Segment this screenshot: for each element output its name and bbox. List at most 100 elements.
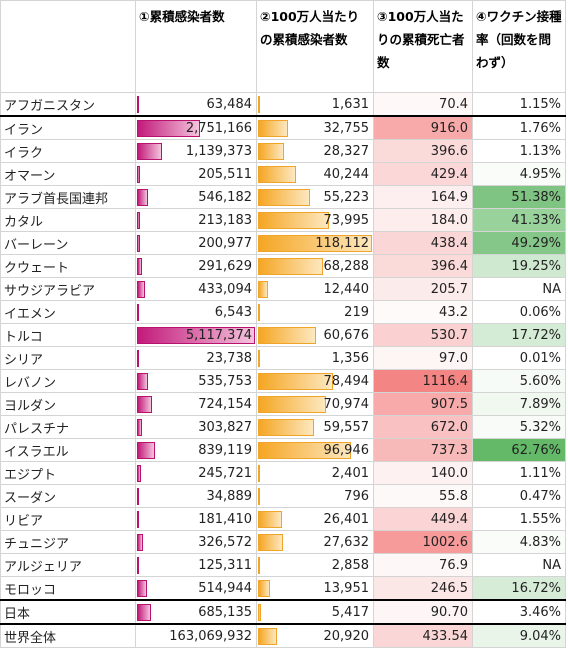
cumulative-cases-value-cell: 685,135 <box>135 599 257 625</box>
country-name: サウジアラビア <box>0 277 136 301</box>
vaccination-rate-value: 19.25% <box>472 254 566 278</box>
cases-per-million-value: 5,417 <box>331 604 369 620</box>
per-million-data-bar <box>258 511 282 528</box>
cumulative-cases-value: 2,751,166 <box>185 120 252 136</box>
vaccination-rate-value: 1.76% <box>472 115 566 140</box>
per-million-data-bar <box>258 534 284 551</box>
deaths-per-million-value: 396.4 <box>373 254 473 278</box>
cases-data-bar <box>137 304 139 321</box>
per-million-data-bar <box>258 96 260 113</box>
table-row: カタル 213,183 73,995 184.0 41.33% <box>0 208 566 232</box>
country-name: シリア <box>0 346 136 370</box>
deaths-per-million-value: 396.6 <box>373 139 473 163</box>
cumulative-cases-value: 125,311 <box>198 557 252 573</box>
cumulative-cases-value: 839,119 <box>198 442 252 458</box>
cases-per-million-value: 78,494 <box>323 373 370 389</box>
cases-per-million-value-cell: 78,494 <box>256 369 374 393</box>
cumulative-cases-value-cell: 1,139,373 <box>135 139 257 163</box>
per-million-data-bar <box>258 327 316 344</box>
cases-per-million-value: 59,557 <box>323 419 370 435</box>
cases-per-million-value-cell: 60,676 <box>256 323 374 347</box>
table-row: チュニジア 326,572 27,632 1002.6 4.83% <box>0 530 566 554</box>
deaths-per-million-value: 449.4 <box>373 507 473 531</box>
table-row: アラブ首長国連邦 546,182 55,223 164.9 51.38% <box>0 185 566 209</box>
per-million-data-bar <box>258 143 284 160</box>
cumulative-cases-value-cell: 200,977 <box>135 231 257 255</box>
cumulative-cases-value: 724,154 <box>198 396 252 412</box>
per-million-data-bar <box>258 189 311 206</box>
cumulative-cases-value: 433,094 <box>198 281 252 297</box>
cases-per-million-value: 73,995 <box>323 212 370 228</box>
header-cumulative-cases: ①累積感染者数 <box>135 0 257 93</box>
vaccination-rate-value: 49.29% <box>472 231 566 255</box>
per-million-data-bar <box>258 396 326 413</box>
table-row: エジプト 245,721 2,401 140.0 1.11% <box>0 461 566 485</box>
country-name: リビア <box>0 507 136 531</box>
cases-per-million-value-cell: 32,755 <box>256 115 374 140</box>
table-row: モロッコ 514,944 13,951 246.5 16.72% <box>0 576 566 601</box>
cumulative-cases-value-cell: 724,154 <box>135 392 257 416</box>
cases-per-million-value: 20,920 <box>323 628 370 644</box>
deaths-per-million-value: 43.2 <box>373 300 473 324</box>
deaths-per-million-value: 1002.6 <box>373 530 473 554</box>
cases-per-million-value: 28,327 <box>323 143 370 159</box>
cumulative-cases-value-cell: 5,117,374 <box>135 323 257 347</box>
cumulative-cases-value: 326,572 <box>198 534 252 550</box>
cases-per-million-value: 68,288 <box>323 258 370 274</box>
country-name: アフガニスタン <box>0 92 136 117</box>
country-name: イラク <box>0 139 136 163</box>
table-row: バーレーン 200,977 118,112 438.4 49.29% <box>0 231 566 255</box>
cases-data-bar <box>137 511 140 528</box>
vaccination-rate-value: 17.72% <box>472 323 566 347</box>
cases-per-million-value-cell: 2,401 <box>256 461 374 485</box>
table-row: クウェート 291,629 68,288 396.4 19.25% <box>0 254 566 278</box>
vaccination-rate-value: NA <box>472 553 566 577</box>
deaths-per-million-value: 246.5 <box>373 576 473 601</box>
table-row: イスラエル 839,119 96,946 737.3 62.76% <box>0 438 566 462</box>
table-row: イラク 1,139,373 28,327 396.6 1.13% <box>0 139 566 163</box>
cases-per-million-value-cell: 26,401 <box>256 507 374 531</box>
cumulative-cases-value-cell: 125,311 <box>135 553 257 577</box>
country-name: チュニジア <box>0 530 136 554</box>
vaccination-rate-value: 0.06% <box>472 300 566 324</box>
cases-per-million-value: 1,631 <box>331 96 369 112</box>
cases-per-million-value-cell: 219 <box>256 300 374 324</box>
deaths-per-million-value: 907.5 <box>373 392 473 416</box>
cumulative-cases-value: 1,139,373 <box>185 143 252 159</box>
cumulative-cases-value-cell: 63,484 <box>135 92 257 117</box>
per-million-data-bar <box>258 465 260 482</box>
cases-per-million-value: 55,223 <box>323 189 370 205</box>
cumulative-cases-value-cell: 213,183 <box>135 208 257 232</box>
table-row: リビア 181,410 26,401 449.4 1.55% <box>0 507 566 531</box>
cumulative-cases-value-cell: 34,889 <box>135 484 257 508</box>
table-row: 日本 685,135 5,417 90.70 3.46% <box>0 599 566 625</box>
cases-data-bar <box>137 258 142 275</box>
country-name: 日本 <box>0 599 136 625</box>
deaths-per-million-value: 205.7 <box>373 277 473 301</box>
cumulative-cases-value: 303,827 <box>198 419 252 435</box>
table-row: トルコ 5,117,374 60,676 530.7 17.72% <box>0 323 566 347</box>
cumulative-cases-value-cell: 514,944 <box>135 576 257 601</box>
cumulative-cases-value: 63,484 <box>206 96 253 112</box>
table-row: パレスチナ 303,827 59,557 672.0 5.32% <box>0 415 566 439</box>
cases-per-million-value-cell: 796 <box>256 484 374 508</box>
deaths-per-million-value: 737.3 <box>373 438 473 462</box>
cases-per-million-value: 32,755 <box>323 120 370 136</box>
cumulative-cases-value-cell: 2,751,166 <box>135 115 257 140</box>
cases-per-million-value-cell: 13,951 <box>256 576 374 601</box>
cases-per-million-value: 27,632 <box>323 534 370 550</box>
cases-data-bar <box>137 442 155 459</box>
cases-per-million-value-cell: 70,974 <box>256 392 374 416</box>
cumulative-cases-value-cell: 23,738 <box>135 346 257 370</box>
country-name: モロッコ <box>0 576 136 601</box>
deaths-per-million-value: 70.4 <box>373 92 473 117</box>
cases-per-million-value-cell: 5,417 <box>256 599 374 625</box>
deaths-per-million-value: 164.9 <box>373 185 473 209</box>
country-name: パレスチナ <box>0 415 136 439</box>
cumulative-cases-value-cell: 839,119 <box>135 438 257 462</box>
header-vaccination-rate: ④ワクチン接種率（回数を問わず） <box>472 0 566 93</box>
cumulative-cases-value: 205,511 <box>198 166 252 182</box>
vaccination-rate-value: 41.33% <box>472 208 566 232</box>
cumulative-cases-value: 685,135 <box>198 604 252 620</box>
cases-per-million-value-cell: 20,920 <box>256 623 374 648</box>
